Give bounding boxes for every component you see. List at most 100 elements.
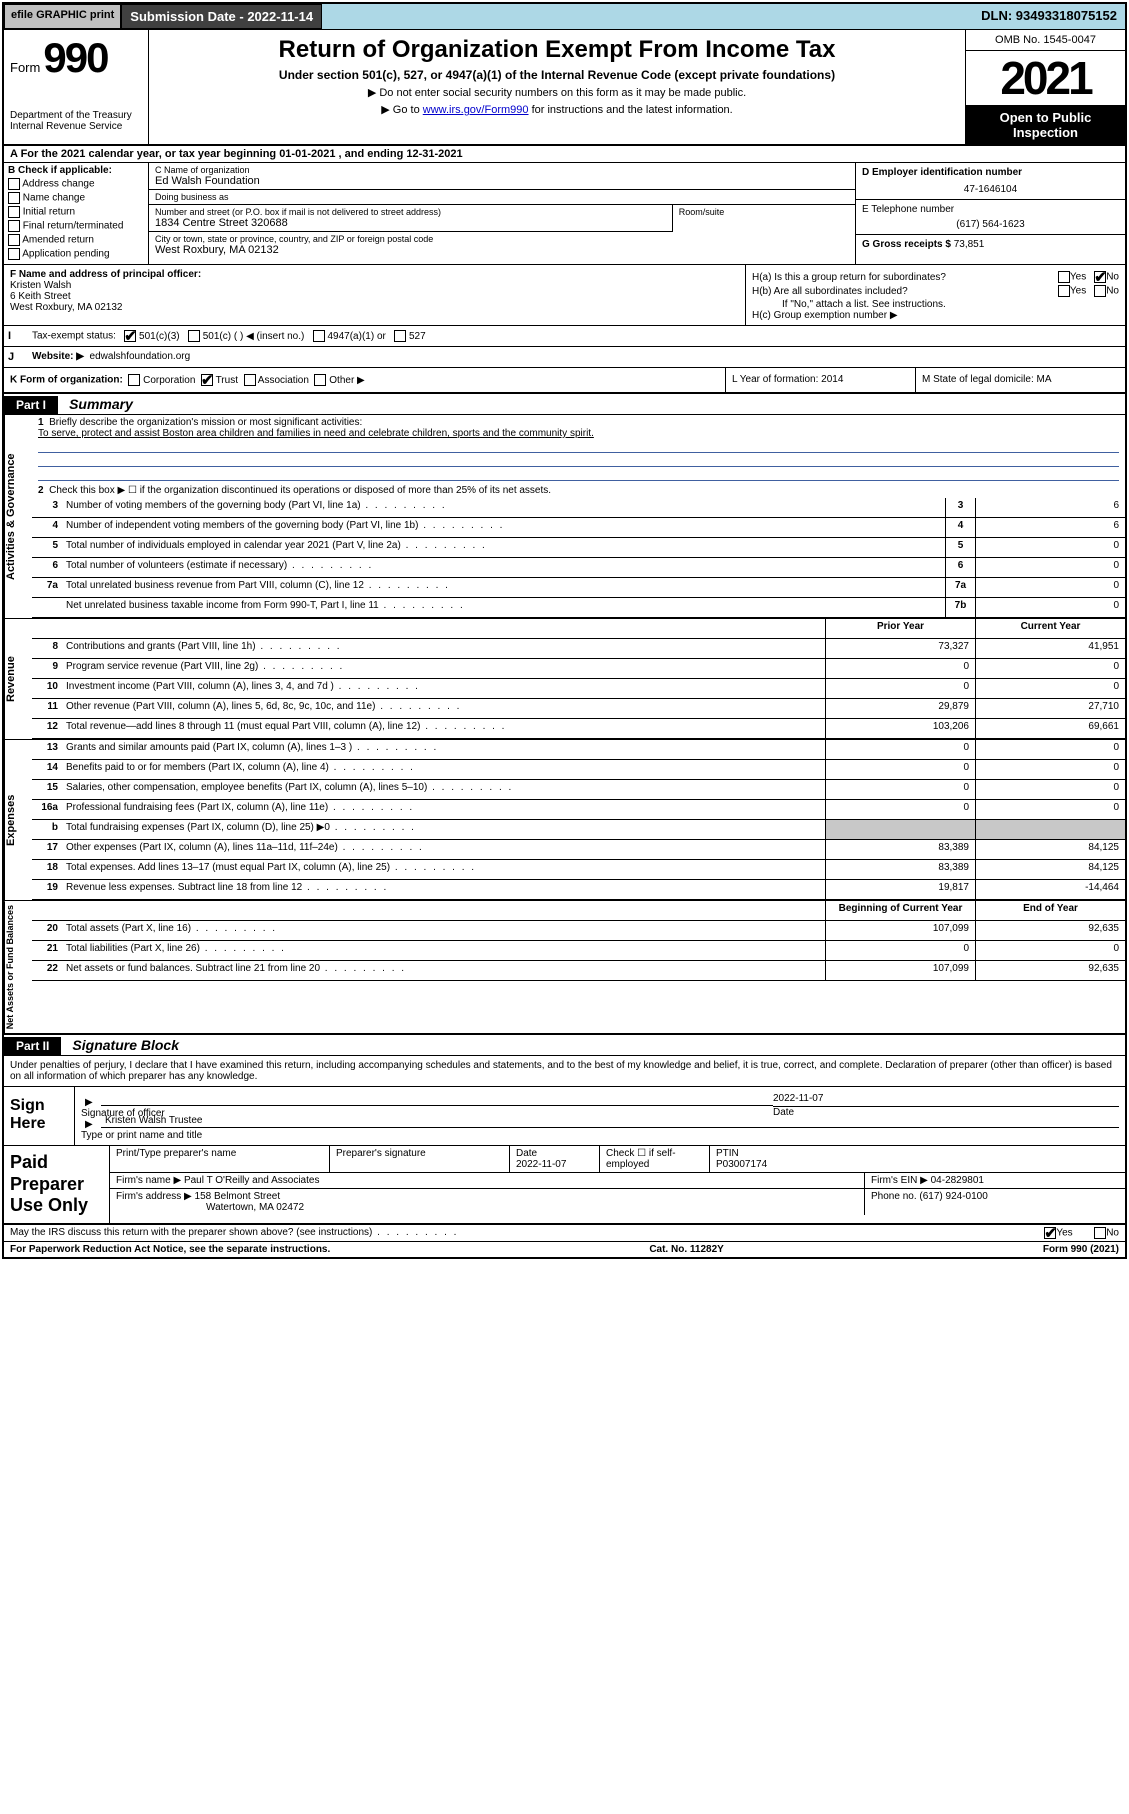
hb-no[interactable]: No (1094, 285, 1119, 297)
ha-no[interactable]: No (1094, 271, 1119, 283)
irs-link[interactable]: www.irs.gov/Form990 (423, 104, 529, 116)
row-j: J Website: ▶ edwalshfoundation.org (4, 347, 1125, 368)
chk-other[interactable]: Other ▶ (314, 375, 364, 386)
officer-name: Kristen Walsh (10, 280, 739, 291)
form-header: Form 990 Department of the Treasury Inte… (4, 30, 1125, 146)
vtab-activities: Activities & Governance (4, 415, 32, 618)
footer-row: For Paperwork Reduction Act Notice, see … (4, 1242, 1125, 1257)
col-deg: D Employer identification number 47-1646… (855, 163, 1125, 264)
gross-receipts-value: 73,851 (954, 239, 985, 250)
form-sub3: ▶ Go to www.irs.gov/Form990 for instruct… (159, 103, 955, 116)
section-expenses: Expenses 13Grants and similar amounts pa… (4, 739, 1125, 900)
expense-line: 16aProfessional fundraising fees (Part I… (32, 800, 1125, 820)
submission-date-button[interactable]: Submission Date - 2022-11-14 (121, 4, 322, 29)
chk-app-pending[interactable]: Application pending (8, 248, 144, 260)
chk-4947[interactable]: 4947(a)(1) or (313, 331, 386, 342)
chk-initial-return[interactable]: Initial return (8, 206, 144, 218)
dln-label: DLN: 93493318075152 (973, 4, 1125, 29)
vtab-revenue: Revenue (4, 619, 32, 739)
form-title: Return of Organization Exempt From Incom… (159, 36, 955, 64)
chk-assoc[interactable]: Association (244, 375, 309, 386)
h-a-row: H(a) Is this a group return for subordin… (752, 271, 1119, 283)
chk-501c3[interactable]: 501(c)(3) (124, 331, 179, 342)
expense-line: 19Revenue less expenses. Subtract line 1… (32, 880, 1125, 900)
row-l-year-formation: L Year of formation: 2014 (725, 368, 915, 392)
irs-discuss-row: May the IRS discuss this return with the… (4, 1225, 1125, 1242)
gov-line: 4Number of independent voting members of… (32, 518, 1125, 538)
chk-name-change[interactable]: Name change (8, 192, 144, 204)
efile-graphic-print-button[interactable]: efile GRAPHIC print (4, 4, 121, 29)
cell-city: City or town, state or province, country… (149, 232, 855, 258)
mission-text: To serve, protect and assist Boston area… (38, 428, 594, 439)
revenue-line: 10Investment income (Part VIII, column (… (32, 679, 1125, 699)
prep-date: Date2022-11-07 (510, 1146, 600, 1172)
row-i: I Tax-exempt status: 501(c)(3) 501(c) ( … (4, 326, 1125, 347)
prep-ptin: PTINP03007174 (710, 1146, 1125, 1172)
expense-line: bTotal fundraising expenses (Part IX, co… (32, 820, 1125, 840)
expense-line: 15Salaries, other compensation, employee… (32, 780, 1125, 800)
prep-self-employed[interactable]: Check ☐ if self-employed (600, 1146, 710, 1172)
ein-value: 47-1646104 (862, 184, 1119, 195)
line-2: 2 Check this box ▶ ☐ if the organization… (32, 483, 1125, 498)
form-sub2: ▶ Do not enter social security numbers o… (159, 86, 955, 99)
netassets-header: Beginning of Current Year End of Year (32, 901, 1125, 921)
gov-line: Net unrelated business taxable income fr… (32, 598, 1125, 618)
dept-treasury: Department of the Treasury (10, 110, 142, 121)
ha-yes[interactable]: Yes (1058, 271, 1086, 283)
revenue-line: 11Other revenue (Part VIII, column (A), … (32, 699, 1125, 719)
omb-number: OMB No. 1545-0047 (966, 30, 1125, 51)
revenue-header: Prior Year Current Year (32, 619, 1125, 639)
revenue-line: 12Total revenue—add lines 8 through 11 (… (32, 719, 1125, 739)
city-state-zip: West Roxbury, MA 02132 (155, 244, 849, 256)
chk-amended-return[interactable]: Amended return (8, 234, 144, 246)
chk-501c[interactable]: 501(c) ( ) ◀ (insert no.) (188, 331, 304, 342)
hb-yes[interactable]: Yes (1058, 285, 1086, 297)
col-h: H(a) Is this a group return for subordin… (745, 265, 1125, 325)
discuss-yes[interactable]: Yes (1044, 1227, 1072, 1239)
col-b-checkboxes: B Check if applicable: Address change Na… (4, 163, 149, 264)
row-m-state-domicile: M State of legal domicile: MA (915, 368, 1125, 392)
row-klm: K Form of organization: Corporation Trus… (4, 368, 1125, 394)
block-bcdeg: B Check if applicable: Address change Na… (4, 163, 1125, 265)
netassets-line: 22Net assets or fund balances. Subtract … (32, 961, 1125, 981)
prep-name-lbl: Print/Type preparer's name (110, 1146, 330, 1172)
cell-gross-receipts: G Gross receipts $ 73,851 (856, 235, 1125, 264)
cell-org-name: C Name of organization Ed Walsh Foundati… (149, 163, 855, 190)
section-net-assets: Net Assets or Fund Balances Beginning of… (4, 900, 1125, 1033)
org-name: Ed Walsh Foundation (155, 175, 849, 187)
chk-address-change[interactable]: Address change (8, 178, 144, 190)
form-prefix: Form (10, 60, 40, 75)
gov-line: 5Total number of individuals employed in… (32, 538, 1125, 558)
cell-telephone: E Telephone number (617) 564-1623 (856, 200, 1125, 235)
col-c: C Name of organization Ed Walsh Foundati… (149, 163, 855, 264)
chk-final-return[interactable]: Final return/terminated (8, 220, 144, 232)
part-i-header: Part I Summary (4, 394, 1125, 415)
telephone-value: (617) 564-1623 (862, 219, 1119, 230)
chk-527[interactable]: 527 (394, 331, 425, 342)
col-b-title: B Check if applicable: (8, 165, 144, 176)
irs-label: Internal Revenue Service (10, 121, 142, 132)
officer-city: West Roxbury, MA 02132 (10, 302, 739, 313)
cell-dba: Doing business as (149, 190, 855, 205)
gov-line: 6Total number of volunteers (estimate if… (32, 558, 1125, 578)
website-value: edwalshfoundation.org (90, 351, 191, 362)
signer-name: Kristen Walsh Trustee (105, 1115, 202, 1126)
chk-corp[interactable]: Corporation (128, 375, 195, 386)
part-ii-header: Part II Signature Block (4, 1033, 1125, 1056)
gov-line: 7aTotal unrelated business revenue from … (32, 578, 1125, 598)
revenue-line: 9Program service revenue (Part VIII, lin… (32, 659, 1125, 679)
section-revenue: Revenue Prior Year Current Year 8Contrib… (4, 618, 1125, 739)
paid-preparer-block: Paid Preparer Use Only Print/Type prepar… (4, 1146, 1125, 1225)
firm-name: Firm's name ▶ Paul T O'Reilly and Associ… (110, 1173, 865, 1188)
form-990-document: efile GRAPHIC print Submission Date - 20… (2, 2, 1127, 1259)
vtab-expenses: Expenses (4, 740, 32, 900)
revenue-line: 8Contributions and grants (Part VIII, li… (32, 639, 1125, 659)
discuss-no[interactable]: No (1094, 1227, 1119, 1239)
form-number: 990 (43, 34, 107, 81)
officer-street: 6 Keith Street (10, 291, 739, 302)
chk-trust[interactable]: Trust (201, 375, 238, 386)
row-a-tax-year: A For the 2021 calendar year, or tax yea… (4, 146, 1125, 163)
gov-line: 3Number of voting members of the governi… (32, 498, 1125, 518)
cell-room: Room/suite (672, 205, 855, 232)
street-address: 1834 Centre Street 320688 (155, 217, 666, 229)
